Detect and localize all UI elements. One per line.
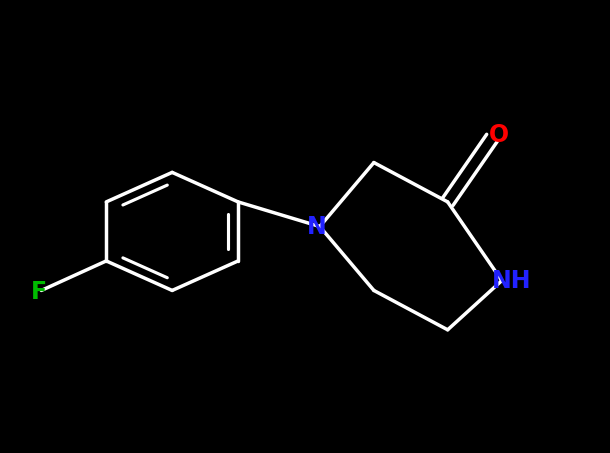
Text: O: O [489,123,509,147]
Text: N: N [307,215,327,238]
Text: NH: NH [492,269,531,293]
Text: F: F [31,280,48,304]
